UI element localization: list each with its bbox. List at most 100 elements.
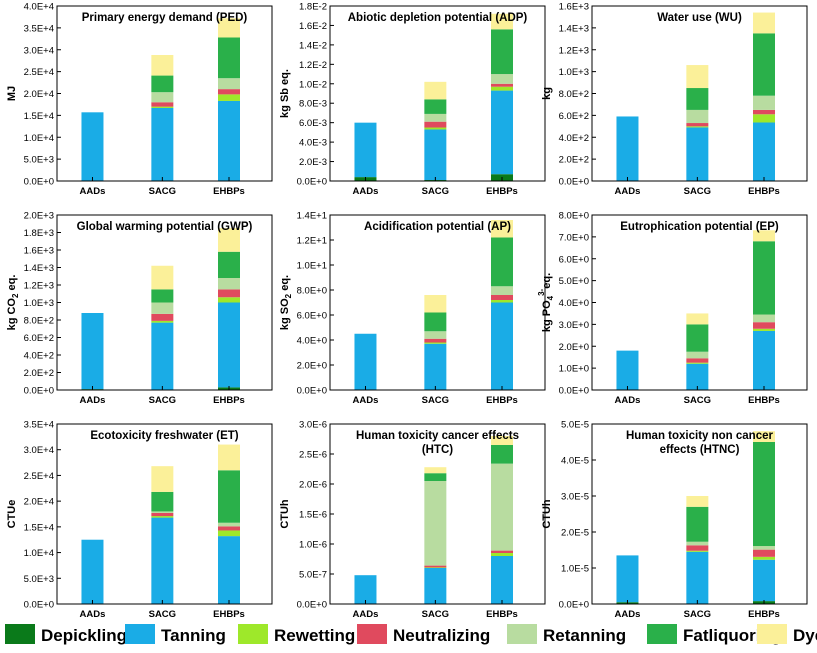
y-axis-label-part: kg PO bbox=[541, 300, 553, 332]
y-tick-label: 4.0E+4 bbox=[24, 2, 54, 13]
bar-segment bbox=[218, 522, 240, 527]
y-axis-label-part: 4 bbox=[546, 295, 555, 300]
bar-segment bbox=[151, 491, 174, 512]
panel-title: Water use (WU) bbox=[657, 12, 742, 24]
legend-swatch bbox=[5, 624, 35, 644]
bar-segment bbox=[354, 333, 377, 390]
y-tick-label: 1.0E+3 bbox=[24, 298, 54, 309]
y-tick-label: 6.0E+2 bbox=[24, 333, 54, 344]
bar-segment bbox=[491, 295, 513, 300]
y-tick-label: 2.0E+2 bbox=[24, 368, 54, 379]
bar-segment bbox=[686, 351, 709, 359]
bar-segment bbox=[151, 107, 174, 181]
x-category-label: AADs bbox=[80, 395, 106, 406]
bar-segment bbox=[753, 556, 775, 560]
y-tick-label: 1.6E+3 bbox=[559, 2, 589, 13]
y-tick-label: 2.0E+0 bbox=[559, 342, 589, 353]
bar-segment bbox=[81, 112, 104, 181]
y-axis-label: MJ bbox=[6, 86, 18, 101]
x-category-label: EHBPs bbox=[486, 609, 518, 620]
bar-segment bbox=[753, 431, 775, 442]
y-tick-label: 5.0E+3 bbox=[24, 574, 54, 585]
y-tick-label: 1.0E+4 bbox=[24, 548, 54, 559]
y-tick-label: 2.5E-6 bbox=[299, 450, 327, 461]
y-tick-label: 3.0E+0 bbox=[559, 320, 589, 331]
bar-segment bbox=[424, 127, 447, 130]
bar-segment bbox=[218, 289, 240, 298]
bar-segment bbox=[151, 289, 174, 303]
y-axis-label: kg SO2 eq. bbox=[279, 275, 293, 330]
y-tick-label: 3.0E-5 bbox=[561, 492, 589, 503]
y-axis-label-part: eq. bbox=[6, 275, 18, 294]
y-tick-label: 1.0E-5 bbox=[561, 564, 589, 575]
bar-segment bbox=[218, 444, 240, 471]
bar-segment bbox=[686, 362, 709, 364]
bar-segment bbox=[151, 302, 174, 314]
bar-segment bbox=[491, 86, 513, 91]
y-tick-label: 4.0E+0 bbox=[297, 336, 327, 347]
bar-segment bbox=[616, 350, 639, 390]
chart-panel: 0.0E+0 2.0E+2 4.0E+2 6.0E+2 8.0E+2 1.0E+3 1.2E… bbox=[6, 211, 273, 406]
bar-segment bbox=[753, 549, 775, 557]
bar-segment bbox=[218, 37, 240, 79]
bar-segment bbox=[753, 241, 775, 315]
y-tick-label: 1.2E-2 bbox=[299, 60, 327, 71]
bar-segment bbox=[151, 516, 174, 518]
bar-segment bbox=[491, 237, 513, 287]
x-category-label: SACG bbox=[684, 395, 711, 406]
x-category-label: AADs bbox=[80, 609, 106, 620]
y-tick-label: 1.2E+3 bbox=[559, 45, 589, 56]
bar-segment bbox=[753, 12, 775, 34]
x-category-label: SACG bbox=[149, 186, 176, 197]
y-tick-label: 1.4E-2 bbox=[299, 40, 327, 51]
bar-segment bbox=[218, 297, 240, 303]
y-tick-label: 3.0E-6 bbox=[299, 420, 327, 431]
bar-segment bbox=[753, 314, 775, 323]
bar-segment bbox=[218, 100, 240, 181]
legend-swatch bbox=[507, 624, 537, 644]
bar-segment bbox=[491, 13, 513, 30]
bar-segment bbox=[686, 88, 709, 110]
y-tick-label: 4.0E-3 bbox=[299, 138, 327, 149]
legend-swatch bbox=[238, 624, 268, 644]
bar-segment bbox=[218, 18, 240, 38]
bar-segment bbox=[424, 129, 447, 181]
y-tick-label: 2.0E-6 bbox=[299, 480, 327, 491]
y-tick-label: 1.0E+0 bbox=[559, 364, 589, 375]
x-category-label: AADs bbox=[80, 186, 106, 197]
legend-swatch bbox=[647, 624, 677, 644]
bar-segment bbox=[686, 127, 709, 181]
y-tick-label: 1.6E-2 bbox=[299, 21, 327, 32]
bar-segment bbox=[424, 99, 447, 114]
bar-segment bbox=[218, 302, 240, 388]
y-tick-label: 1.0E-6 bbox=[299, 540, 327, 551]
legend-swatch bbox=[757, 624, 787, 644]
bar-segment bbox=[424, 338, 447, 343]
bar-segment bbox=[491, 553, 513, 556]
x-category-label: AADs bbox=[353, 609, 379, 620]
bar-segment bbox=[616, 555, 639, 603]
bar-segment bbox=[81, 313, 104, 390]
chart-panel: 0.0E+0 1.0E+0 2.0E+0 3.0E+0 4.0E+0 5.0E+0 6.0E… bbox=[537, 211, 808, 406]
bar-segment bbox=[424, 113, 447, 122]
y-axis-label-part: eq. bbox=[541, 273, 553, 289]
bar-segment bbox=[151, 92, 174, 103]
bar-segment bbox=[151, 320, 174, 323]
bar-segment bbox=[151, 511, 174, 513]
y-tick-label: 8.0E+2 bbox=[559, 89, 589, 100]
y-tick-label: 1.8E-2 bbox=[299, 2, 327, 13]
bar-segment bbox=[491, 556, 513, 604]
bar-segment bbox=[424, 473, 447, 481]
y-tick-label: 2.5E+4 bbox=[24, 67, 54, 78]
legend-label: Tanning bbox=[161, 626, 226, 645]
bar-segment bbox=[424, 295, 447, 313]
y-tick-label: 6.0E+0 bbox=[559, 254, 589, 265]
bar-segment bbox=[686, 358, 709, 363]
bar-segment bbox=[686, 126, 709, 128]
chart-panel: 0.0E+0 1.0E-5 2.0E-5 3.0E-5 4.0E-5 5.0E-5 AADs… bbox=[541, 420, 808, 620]
y-tick-label: 3.5E+4 bbox=[24, 23, 54, 34]
x-category-label: EHBPs bbox=[213, 186, 245, 197]
y-axis-label: kg bbox=[541, 87, 553, 100]
plot-frame bbox=[56, 423, 273, 605]
bar-segment bbox=[218, 251, 240, 278]
